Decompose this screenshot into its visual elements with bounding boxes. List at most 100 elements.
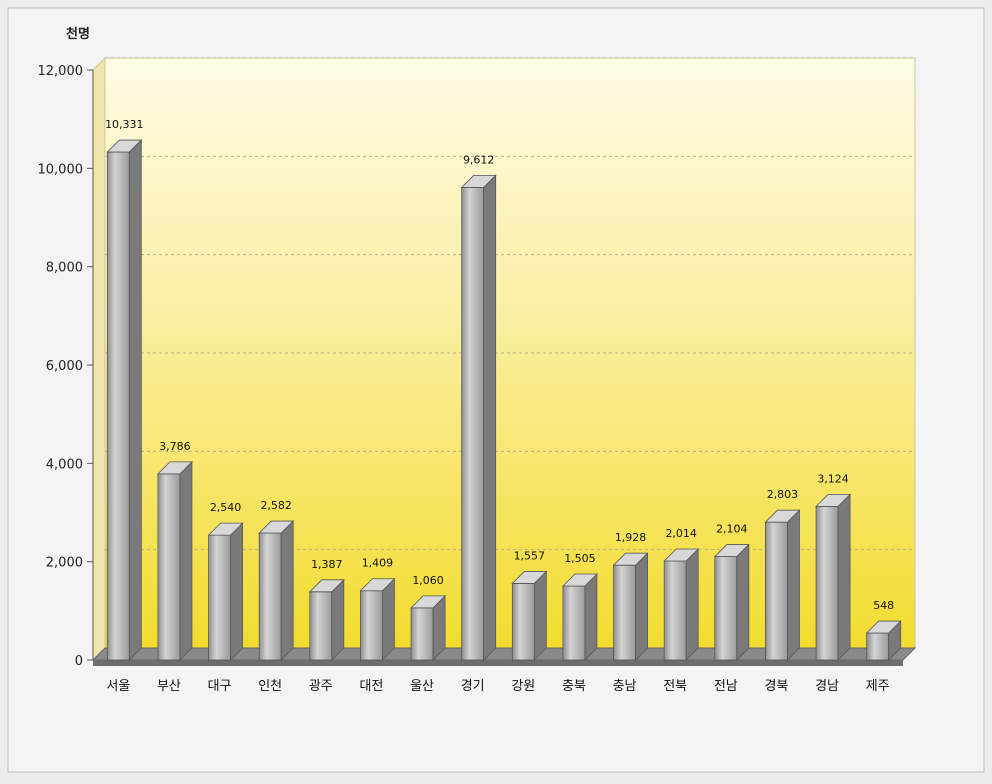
data-label: 2,014 bbox=[665, 527, 697, 540]
x-tick-label: 전북 bbox=[663, 679, 687, 694]
y-tick-label: 12,000 bbox=[38, 64, 84, 79]
x-tick-label: 제주 bbox=[866, 679, 890, 694]
data-label: 1,928 bbox=[615, 531, 647, 544]
bar bbox=[156, 460, 193, 661]
data-label: 2,803 bbox=[767, 488, 799, 501]
bar-front bbox=[410, 607, 434, 661]
bar bbox=[207, 522, 244, 661]
bar-side bbox=[584, 573, 598, 661]
bar-top bbox=[511, 571, 548, 584]
x-tick-label: 대구 bbox=[208, 679, 232, 694]
data-label: 1,060 bbox=[412, 574, 444, 587]
chart-labels: 0 2,000 4,000 6,000 8,000 10,000 12,000 천명 10,33… bbox=[38, 26, 895, 694]
bar-side bbox=[685, 548, 699, 661]
bar-side bbox=[635, 552, 648, 661]
x-tick-label: 서울 bbox=[106, 679, 130, 694]
bar-top bbox=[865, 620, 902, 634]
bar-top bbox=[663, 548, 700, 562]
floor-front bbox=[93, 660, 903, 666]
bar-top bbox=[308, 579, 345, 593]
x-tick-label: 전남 bbox=[714, 679, 738, 694]
bar-side bbox=[280, 520, 294, 661]
x-tick-label: 인천 bbox=[258, 679, 282, 694]
y-tick-label: 6,000 bbox=[46, 359, 83, 374]
y-tick-label: 10,000 bbox=[38, 162, 84, 177]
bar-top bbox=[258, 520, 295, 534]
bar-side bbox=[483, 174, 497, 661]
x-tick-label: 경기 bbox=[461, 679, 485, 694]
bar-top bbox=[359, 578, 396, 592]
y-unit-label: 천명 bbox=[66, 26, 90, 42]
bar-front bbox=[714, 556, 738, 661]
x-tick-label: 경남 bbox=[815, 679, 839, 694]
bar bbox=[460, 174, 497, 661]
data-label: 1,409 bbox=[362, 557, 394, 570]
bar-front bbox=[208, 534, 231, 661]
bar bbox=[865, 620, 902, 661]
bar-side bbox=[533, 570, 547, 661]
plot-side-wall bbox=[92, 56, 106, 662]
x-tick-label: 충남 bbox=[613, 679, 637, 694]
x-tick-label: 부산 bbox=[157, 679, 181, 694]
bar-front bbox=[106, 151, 130, 661]
x-tick-label: 대전 bbox=[359, 679, 383, 694]
x-tick-label: 강원 bbox=[511, 679, 535, 694]
data-label: 2,540 bbox=[210, 501, 242, 514]
bar-top bbox=[561, 573, 598, 587]
bar bbox=[258, 520, 295, 661]
bar-side bbox=[331, 578, 345, 661]
bar-top bbox=[815, 494, 852, 507]
bar-front bbox=[360, 590, 383, 661]
x-tick-label: 울산 bbox=[410, 679, 434, 694]
data-label: 548 bbox=[873, 599, 894, 612]
bar-side bbox=[179, 460, 193, 661]
data-label: 9,612 bbox=[463, 153, 495, 166]
bar bbox=[663, 548, 700, 661]
data-label: 2,104 bbox=[716, 523, 748, 536]
data-label: 2,582 bbox=[260, 499, 292, 512]
data-label: 1,505 bbox=[564, 552, 596, 565]
bar bbox=[106, 139, 143, 661]
bar bbox=[561, 573, 598, 661]
bar-front bbox=[461, 187, 485, 661]
bar bbox=[308, 578, 345, 661]
y-tick-label: 4,000 bbox=[46, 457, 83, 472]
bar-front bbox=[765, 521, 788, 661]
bar-top bbox=[156, 461, 193, 475]
bar-front bbox=[258, 532, 282, 661]
bar-front bbox=[613, 564, 636, 661]
data-label: 3,124 bbox=[817, 472, 849, 485]
bar bbox=[410, 594, 447, 661]
bar-side bbox=[128, 139, 142, 661]
bar bbox=[815, 493, 852, 661]
bar-front bbox=[663, 560, 687, 661]
bar-front bbox=[562, 585, 586, 661]
bar-top bbox=[410, 595, 447, 609]
x-tick-label: 경북 bbox=[764, 679, 788, 694]
x-tick-label: 충북 bbox=[562, 679, 586, 694]
bar-front bbox=[309, 591, 333, 661]
data-label: 3,786 bbox=[159, 440, 191, 453]
bar-top bbox=[106, 139, 143, 153]
bar bbox=[612, 552, 649, 661]
bar-side bbox=[736, 543, 750, 661]
bar bbox=[511, 570, 548, 661]
bar bbox=[359, 577, 396, 661]
bar-side bbox=[382, 577, 395, 661]
y-tick-label: 0 bbox=[75, 654, 83, 669]
bar-side bbox=[837, 493, 851, 661]
data-label: 10,331 bbox=[105, 118, 144, 131]
bar-top bbox=[207, 522, 244, 536]
bar-front bbox=[866, 632, 890, 661]
bar-side bbox=[230, 522, 243, 661]
bar-side bbox=[787, 509, 800, 661]
bar bbox=[713, 543, 750, 661]
bar-top bbox=[713, 544, 750, 557]
bar-top bbox=[612, 552, 649, 566]
data-label: 1,387 bbox=[311, 558, 343, 571]
y-tick-label: 8,000 bbox=[46, 261, 83, 276]
bar bbox=[764, 509, 801, 661]
bar-front bbox=[511, 583, 535, 661]
